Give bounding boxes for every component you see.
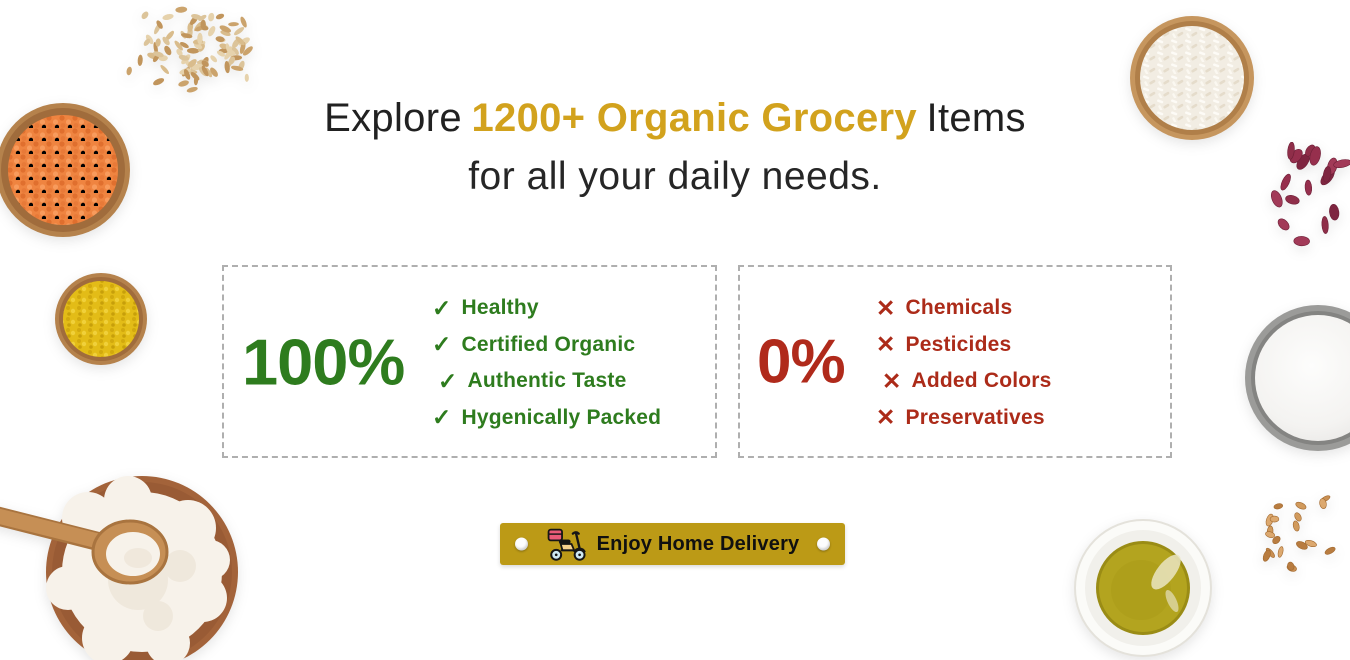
headline-highlight: 1200+ Organic Grocery	[471, 96, 917, 140]
sugar-bowl-decor	[1245, 305, 1350, 451]
cross-icon: ✕	[876, 294, 896, 321]
enjoy-home-delivery-button[interactable]: Enjoy Home Delivery	[500, 523, 845, 565]
hero-headline: Explore 1200+ Organic Grocery Items for al…	[0, 96, 1350, 199]
kidney-beans-scatter-decor	[1270, 142, 1350, 247]
cross-icon: ✕	[876, 404, 896, 430]
rice-bowl-decor	[1130, 16, 1254, 140]
additives-item-label: Preservatives	[905, 405, 1045, 429]
yellow-moong-dal-bowl-decor	[55, 273, 147, 365]
headline-line1: Explore 1200+ Organic Grocery Items	[0, 96, 1350, 141]
additives-item-label: Added Colors	[911, 369, 1052, 392]
benefits-item-hygenically-packed: ✓ Hygenically Packed	[432, 403, 661, 433]
wheat-grains-bottom-right-decor	[1262, 495, 1336, 572]
additives-list: ✕ Chemicals ✕ Pesticides ✕ Added Colors ✕ Pr…	[876, 293, 1052, 439]
additives-item-pesticides: ✕ Pesticides	[876, 330, 1052, 360]
additives-item-added-colors: ✕ Added Colors	[876, 366, 1052, 396]
red-lentils-bowl-decor	[0, 103, 130, 237]
button-rivet-left	[515, 537, 528, 551]
benefits-item-label: Certified Organic	[461, 332, 636, 356]
additives-item-preservatives: ✕ Preservatives	[876, 403, 1052, 433]
additives-item-chemicals: ✕ Chemicals	[876, 293, 1052, 323]
button-rivet-right	[817, 537, 830, 551]
cross-icon: ✕	[882, 367, 902, 394]
benefits-item-label: Hygenically Packed	[461, 405, 662, 429]
benefits-percent: 100%	[242, 325, 405, 398]
delivery-scooter-icon	[547, 528, 586, 561]
additives-item-label: Pesticides	[905, 332, 1012, 356]
organic-benefits-box: 100% ✓ Healthy ✓ Certified Organic ✓ Authen…	[222, 265, 717, 458]
benefits-item-authentic-taste: ✓ Authentic Taste	[432, 366, 661, 396]
benefits-item-certified-organic: ✓ Certified Organic	[432, 330, 661, 360]
check-icon: ✓	[432, 294, 452, 321]
additives-item-label: Chemicals	[905, 296, 1013, 319]
additives-percent: 0%	[757, 327, 846, 396]
flour-bowl-with-spoon-decor	[0, 476, 238, 660]
delivery-button-label: Enjoy Home Delivery	[596, 532, 800, 555]
headline-subtitle: for all your daily needs.	[468, 155, 882, 198]
oil-bowl-decor	[1074, 519, 1212, 657]
wheat-grains-top-left-decor	[126, 6, 253, 93]
headline-suffix: Items	[926, 96, 1026, 140]
zero-additives-box: 0% ✕ Chemicals ✕ Pesticides ✕ Added Colors …	[738, 265, 1172, 458]
check-icon: ✓	[432, 404, 452, 430]
headline-prefix: Explore	[324, 96, 462, 140]
benefits-item-label: Authentic Taste	[467, 369, 627, 392]
check-icon: ✓	[432, 331, 452, 357]
benefits-item-healthy: ✓ Healthy	[432, 293, 661, 323]
benefits-list: ✓ Healthy ✓ Certified Organic ✓ Authentic T…	[432, 293, 661, 439]
cross-icon: ✕	[876, 331, 896, 357]
benefits-item-label: Healthy	[461, 296, 539, 319]
check-icon: ✓	[438, 367, 458, 394]
